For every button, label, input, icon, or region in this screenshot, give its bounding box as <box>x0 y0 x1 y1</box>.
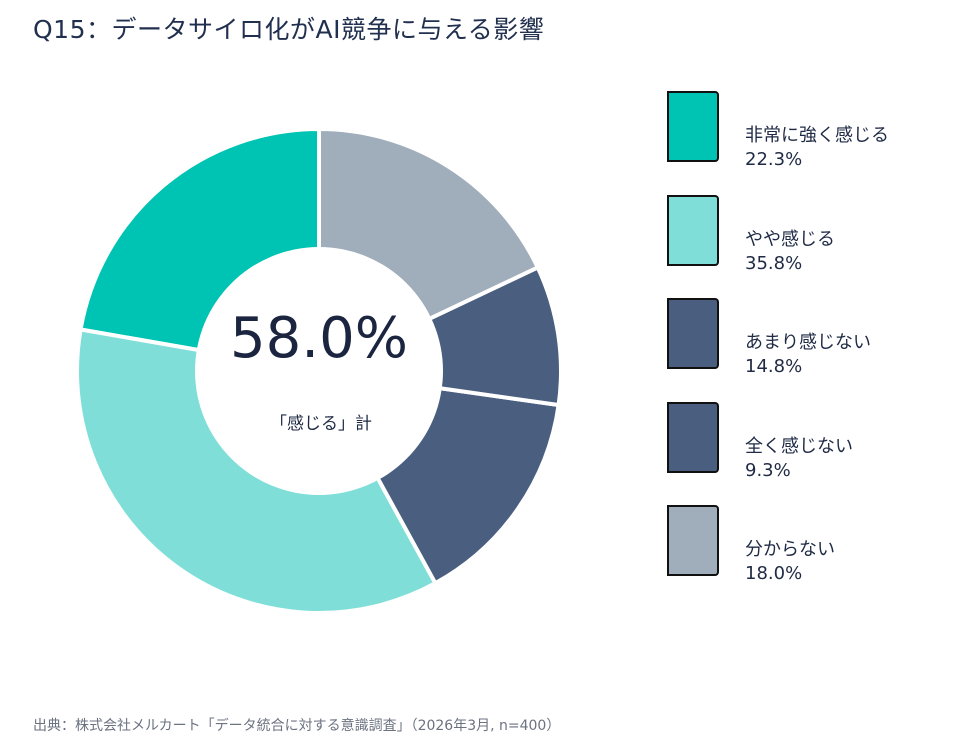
donut-hole <box>195 247 443 495</box>
legend-swatch <box>667 505 719 576</box>
legend-item-unknown: 分からない 18.0% <box>667 505 957 609</box>
legend: 非常に強く感じる 22.3% やや感じる 35.8% あまり感じない 14.8%… <box>667 91 957 609</box>
legend-value: 9.3% <box>745 459 791 481</box>
legend-item-not-at-all: 全く感じない 9.3% <box>667 401 957 506</box>
legend-item-very-strong: 非常に強く感じる 22.3% <box>667 91 957 195</box>
center-label: 「感じる」計 <box>270 414 372 434</box>
legend-label: 分からない <box>745 539 835 560</box>
source-note: 出典：株式会社メルカート「データ統合に対する意識調査」（2026年3月, n=4… <box>33 718 561 734</box>
legend-item-somewhat: やや感じる 35.8% <box>667 194 957 299</box>
legend-label: やや感じる <box>745 228 835 250</box>
legend-label: 非常に強く感じる <box>745 125 889 146</box>
legend-swatch <box>667 194 719 266</box>
legend-label: 全く感じない <box>745 435 853 457</box>
legend-value: 18.0% <box>745 563 803 584</box>
legend-value: 14.8% <box>745 356 803 377</box>
legend-value: 22.3% <box>745 149 803 170</box>
legend-swatch <box>667 91 719 162</box>
legend-swatch <box>667 401 719 473</box>
legend-label: あまり感じない <box>745 332 871 353</box>
legend-item-not-much: あまり感じない 14.8% <box>667 298 957 402</box>
center-value: 58.0% <box>230 306 408 371</box>
legend-value: 35.8% <box>745 252 803 274</box>
legend-swatch <box>667 298 719 369</box>
chart-title: Q15：データサイロ化がAI競争に与える影響 <box>33 15 545 44</box>
